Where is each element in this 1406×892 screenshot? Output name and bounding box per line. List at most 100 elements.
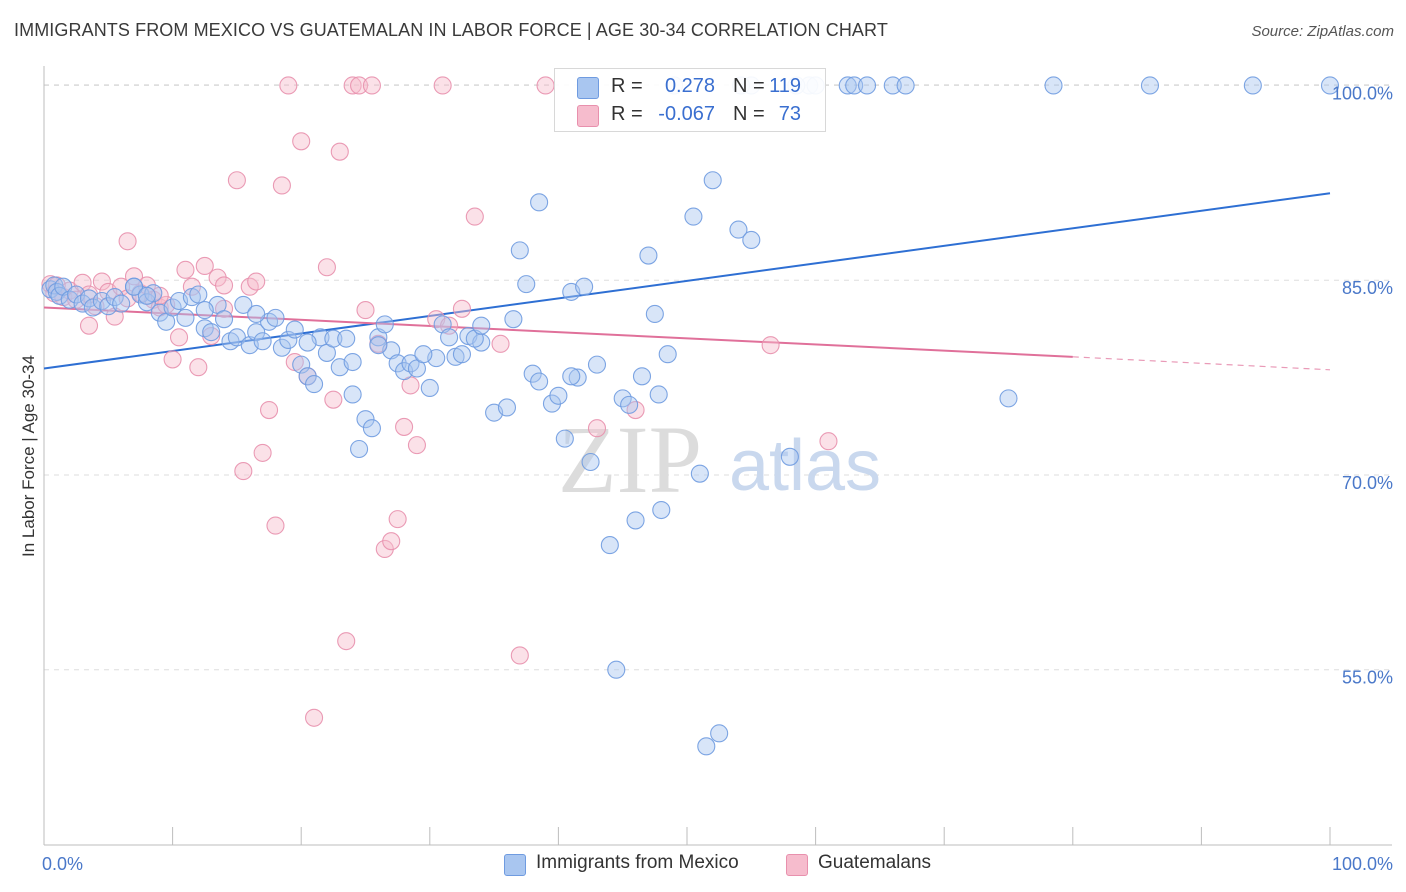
point-mexico bbox=[163, 298, 182, 317]
series-legend-label-guatemalans: Guatemalans bbox=[818, 852, 932, 873]
point-mexico bbox=[356, 410, 375, 429]
point-guatemalans bbox=[536, 76, 555, 95]
point-mexico bbox=[530, 193, 549, 212]
y-axis-label: In Labor Force | Age 30-34 bbox=[19, 355, 38, 557]
point-guatemalans bbox=[350, 76, 369, 95]
point-guatemalans bbox=[510, 646, 529, 665]
point-mexico bbox=[497, 398, 517, 417]
legend-r-value: -0.067 bbox=[658, 103, 715, 125]
legend-n-value: 119 bbox=[769, 75, 801, 97]
point-mexico bbox=[375, 315, 394, 334]
point-mexico bbox=[742, 230, 761, 250]
point-mexico bbox=[1044, 76, 1063, 95]
point-mexico bbox=[1140, 76, 1160, 95]
y-tick-label: 55.0% bbox=[1342, 668, 1393, 688]
point-guatemalans bbox=[266, 516, 285, 535]
point-mexico bbox=[247, 323, 266, 342]
point-guatemalans bbox=[324, 390, 343, 409]
series-legend-swatch-mexico bbox=[504, 854, 526, 876]
point-mexico bbox=[652, 500, 671, 520]
point-mexico bbox=[504, 310, 523, 329]
point-mexico bbox=[105, 288, 124, 307]
point-mexico bbox=[690, 464, 709, 483]
point-mexico bbox=[883, 76, 902, 95]
point-mexico bbox=[510, 241, 529, 260]
point-guatemalans bbox=[169, 328, 189, 347]
point-mexico bbox=[337, 329, 356, 348]
point-mexico bbox=[729, 220, 748, 239]
trend-line-1 bbox=[43, 306, 1073, 358]
point-guatemalans bbox=[305, 708, 324, 727]
legend-n-value: 73 bbox=[778, 103, 801, 125]
point-mexico bbox=[452, 345, 472, 364]
point-mexico bbox=[234, 295, 253, 314]
legend-row-guatemalans: R = -0.067 N = 73 bbox=[555, 101, 825, 129]
point-guatemalans bbox=[452, 299, 472, 318]
point-mexico bbox=[195, 301, 214, 320]
legend-r-label: R = bbox=[611, 103, 643, 125]
point-guatemalans bbox=[163, 350, 182, 369]
point-mexico bbox=[575, 277, 594, 296]
point-mexico bbox=[549, 386, 568, 405]
point-mexico bbox=[324, 329, 343, 348]
point-guatemalans bbox=[279, 76, 298, 95]
trend-line-extension-1 bbox=[1072, 356, 1331, 371]
point-mexico bbox=[607, 660, 626, 679]
watermark-atlas: atlas bbox=[729, 426, 881, 506]
point-mexico bbox=[999, 389, 1018, 408]
legend-n-label: N = bbox=[733, 103, 765, 125]
point-guatemalans bbox=[465, 207, 484, 226]
point-guatemalans bbox=[292, 132, 311, 151]
point-guatemalans bbox=[79, 316, 99, 335]
point-mexico bbox=[247, 304, 266, 324]
point-guatemalans bbox=[189, 358, 208, 377]
point-mexico bbox=[587, 355, 607, 374]
point-mexico bbox=[649, 385, 668, 404]
point-mexico bbox=[857, 76, 877, 95]
point-mexico bbox=[517, 275, 536, 294]
point-guatemalans bbox=[253, 443, 272, 462]
y-tick-label: 85.0% bbox=[1342, 278, 1393, 298]
point-guatemalans bbox=[407, 436, 426, 455]
point-mexico bbox=[137, 286, 156, 305]
point-mexico bbox=[362, 419, 381, 438]
point-mexico bbox=[530, 372, 549, 391]
point-guatemalans bbox=[118, 232, 137, 251]
legend-swatch-mexico bbox=[577, 77, 599, 99]
chart-title: IMMIGRANTS FROM MEXICO VS GUATEMALAN IN … bbox=[14, 20, 888, 40]
watermark: ZIP atlas bbox=[558, 406, 881, 513]
point-guatemalans bbox=[433, 76, 452, 95]
point-mexico bbox=[600, 536, 619, 555]
point-guatemalans bbox=[337, 632, 356, 651]
point-mexico bbox=[202, 323, 221, 342]
point-mexico bbox=[83, 298, 102, 317]
point-guatemalans bbox=[388, 510, 407, 529]
point-mexico bbox=[414, 345, 433, 364]
trend-layer bbox=[43, 192, 1331, 371]
point-mexico bbox=[189, 285, 208, 304]
watermark-zip: ZIP bbox=[558, 406, 702, 513]
point-guatemalans bbox=[234, 462, 253, 481]
point-mexico bbox=[684, 207, 703, 226]
point-guatemalans bbox=[317, 258, 336, 277]
point-guatemalans bbox=[92, 272, 111, 291]
point-mexico bbox=[420, 378, 439, 398]
point-guatemalans bbox=[382, 532, 401, 551]
point-mexico bbox=[305, 375, 324, 394]
legend-r-label: R = bbox=[611, 75, 643, 97]
point-guatemalans bbox=[259, 401, 279, 420]
point-guatemalans bbox=[214, 276, 234, 295]
point-guatemalans bbox=[330, 142, 349, 161]
point-guatemalans bbox=[227, 171, 246, 190]
point-guatemalans bbox=[195, 256, 214, 275]
point-mexico bbox=[838, 76, 857, 95]
point-guatemalans bbox=[819, 432, 838, 451]
point-mexico bbox=[710, 724, 729, 743]
point-mexico bbox=[626, 511, 645, 530]
point-mexico bbox=[632, 367, 652, 386]
point-guatemalans bbox=[356, 301, 375, 320]
point-mexico bbox=[279, 330, 298, 349]
point-mexico bbox=[639, 246, 658, 265]
point-guatemalans bbox=[272, 176, 291, 195]
